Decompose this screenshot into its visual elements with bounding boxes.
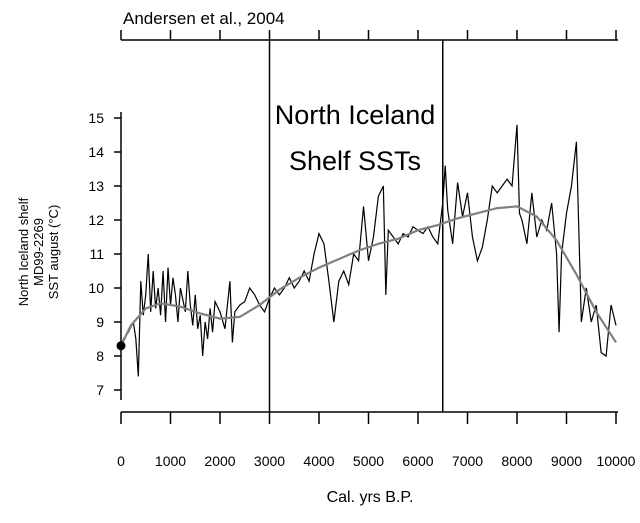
chart-title: Andersen et al., 2004 [123, 9, 285, 28]
y-tick-label: 13 [88, 178, 104, 194]
y-tick-label: 14 [88, 144, 104, 160]
y-tick-label: 10 [88, 280, 104, 296]
y-tick-label: 8 [96, 348, 104, 364]
x-tick-label: 8000 [501, 453, 532, 469]
x-axis-label: Cal. yrs B.P. [327, 489, 414, 506]
start-point [116, 341, 126, 351]
y-tick-label: 12 [88, 212, 104, 228]
y-tick-label: 9 [96, 314, 104, 330]
y-tick-label: 7 [96, 382, 104, 398]
x-tick-label: 1000 [155, 453, 186, 469]
annotation: Shelf SSTs [289, 146, 421, 176]
x-tick-label: 0 [117, 453, 125, 469]
y-axis-label: SST august (°C) [46, 205, 61, 300]
series-line [120, 205, 617, 347]
x-tick-label: 10000 [597, 453, 636, 469]
y-axis-label: North Iceland shelf [16, 197, 31, 306]
x-tick-label: 7000 [452, 453, 483, 469]
y-tick-label: 15 [88, 110, 104, 126]
x-tick-label: 5000 [353, 453, 384, 469]
x-tick-label: 2000 [204, 453, 235, 469]
x-tick-label: 4000 [303, 453, 334, 469]
x-tick-label: 9000 [551, 453, 582, 469]
x-tick-label: 3000 [254, 453, 285, 469]
series-line [120, 124, 617, 377]
y-axis-label: MD99-2269 [31, 218, 46, 286]
y-tick-label: 11 [89, 246, 104, 262]
x-tick-label: 6000 [402, 453, 433, 469]
annotation: North Iceland [275, 100, 436, 130]
